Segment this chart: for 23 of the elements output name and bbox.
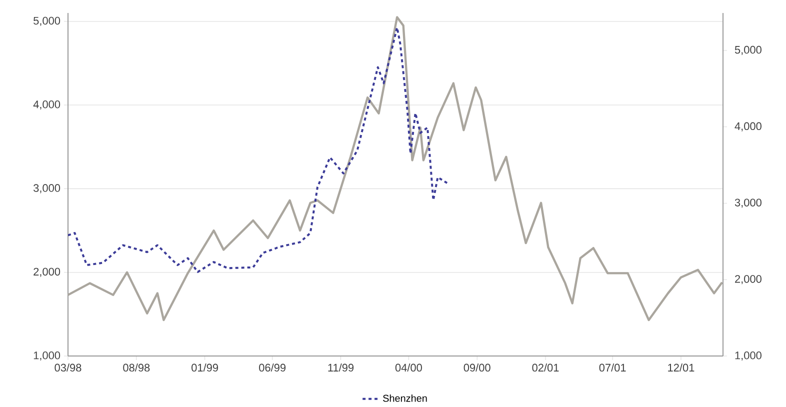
y-tick-label: 3,000 [34,184,60,194]
legend-label: Shenzhen [383,394,427,402]
y2-tick-label: 4,000 [734,122,762,132]
x-tick-label: 03/98 [54,364,82,372]
y-tick-label: 1,000 [34,351,60,361]
y2-tick-label: 2,000 [735,275,762,284]
x-tick-label: 02/01 [532,364,559,372]
x-tick-label: 01/99 [192,364,218,372]
x-tick-label: 07/01 [599,364,626,372]
x-tick-label: 12/01 [668,364,694,372]
y2-tick-label: 1,000 [735,351,762,361]
x-tick-label: 11/99 [328,364,354,372]
y-tick-label: 5,000 [34,16,60,26]
x-tick-label: 09/00 [464,364,490,372]
x-tick-label: 04/00 [395,364,422,372]
line-series [68,26,449,273]
x-tick-label: 06/99 [259,364,286,372]
y2-tick-label: 5,000 [734,46,762,55]
y-tick-label: 4,000 [33,100,60,110]
line-series [66,16,724,322]
y2-tick-label: 3,000 [734,198,762,208]
y-tick-label: 2,000 [34,268,60,277]
x-tick-label: 08/98 [123,364,150,372]
